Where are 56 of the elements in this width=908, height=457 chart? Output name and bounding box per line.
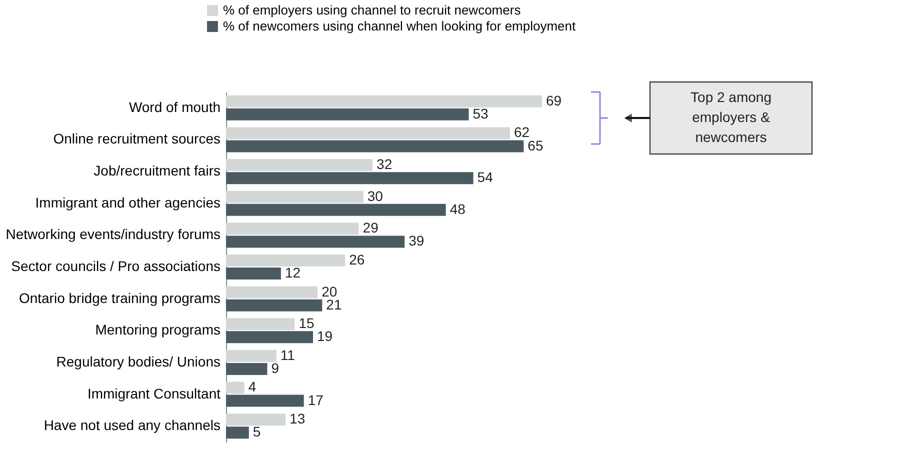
text: Top 2 among employers & newcomers <box>690 89 772 145</box>
data-label: 12 <box>284 264 301 281</box>
bar <box>226 414 286 426</box>
data-label: 9 <box>271 360 280 376</box>
bar <box>226 350 276 362</box>
bar <box>226 204 446 216</box>
data-label: 48 <box>450 200 466 217</box>
data-label: 53 <box>472 105 489 122</box>
data-label: 19 <box>317 328 333 344</box>
data-label: 69 <box>546 92 562 108</box>
data-label: 5 <box>252 424 261 440</box>
bar <box>226 159 373 172</box>
bar <box>226 286 318 298</box>
bar <box>226 426 249 439</box>
bar <box>226 140 524 152</box>
y-tick-label: Immigrant Consultant <box>87 385 221 402</box>
y-tick-label: Regulatory bodies/ Unions <box>56 353 220 370</box>
data-label: 11 <box>280 346 296 363</box>
data-label: 65 <box>528 137 544 154</box>
data-label: 13 <box>290 410 306 427</box>
bar <box>226 331 314 344</box>
data-label: 29 <box>362 220 379 236</box>
data-label: 54 <box>477 169 494 186</box>
data-label: 15 <box>298 315 314 332</box>
bar <box>226 268 281 280</box>
legend-label: % of newcomers using channel when looking for employment <box>223 18 576 34</box>
bar <box>226 382 244 394</box>
bar <box>226 299 322 312</box>
bar <box>226 222 359 235</box>
data-label: 26 <box>349 251 365 268</box>
bar <box>226 172 474 184</box>
bar <box>226 127 510 140</box>
y-tick-label: Mentoring programs <box>95 322 220 338</box>
bar <box>226 318 295 330</box>
y-tick-label: Have not used any channels <box>44 417 220 434</box>
y-tick-label: Job/recruitment fairs <box>94 162 220 179</box>
bar <box>226 108 469 120</box>
data-label: 39 <box>408 232 424 249</box>
bar <box>226 254 346 266</box>
bar <box>226 236 405 248</box>
data-label: 32 <box>376 156 392 172</box>
y-tick-label: Ontario bridge training programs <box>18 290 220 306</box>
data-label: 17 <box>308 392 324 408</box>
y-tick-label: Immigrant and other agencies <box>35 194 220 210</box>
y-tick-label: Word of mouth <box>128 98 220 115</box>
data-label: 30 <box>367 188 384 204</box>
data-label: 4 <box>248 378 256 395</box>
bar <box>226 190 364 203</box>
bar <box>226 394 304 407</box>
bar <box>226 95 542 108</box>
y-tick-label: Sector councils / Pro associations <box>11 258 220 274</box>
data-label: 62 <box>514 124 530 140</box>
legend-label: % of employers using channel to recruit newcomers <box>223 2 522 18</box>
bar <box>226 362 268 375</box>
y-tick-label: Online recruitment sources <box>53 130 220 147</box>
y-tick-label: Networking events/industry forums <box>6 226 220 242</box>
